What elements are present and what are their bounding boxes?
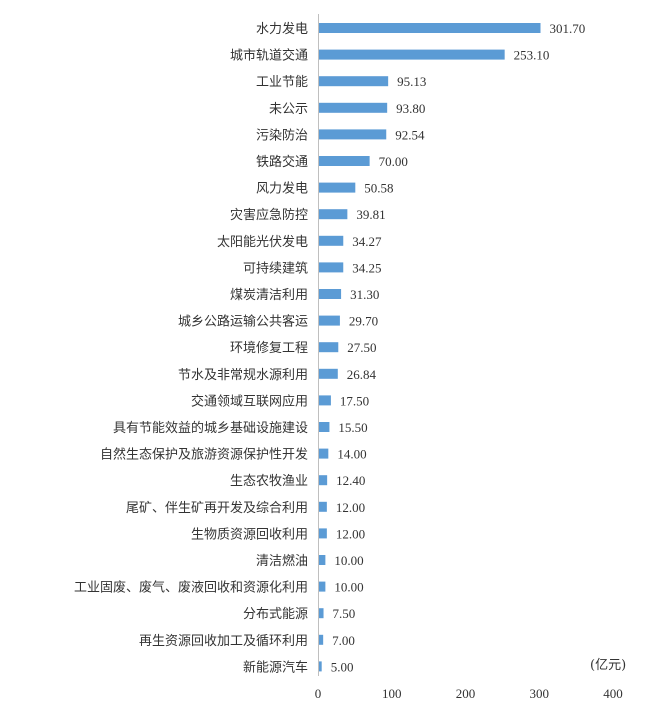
category-label: 交通领域互联网应用 (191, 393, 308, 409)
x-tick-label: 0 (315, 686, 322, 701)
bar (319, 289, 342, 299)
value-label: 7.50 (333, 606, 356, 621)
value-label: 10.00 (334, 580, 363, 595)
bar (319, 634, 324, 645)
bar (319, 49, 505, 60)
value-label: 12.00 (336, 500, 365, 515)
category-label: 清洁燃油 (256, 553, 308, 569)
bar (319, 422, 330, 432)
bar (319, 129, 387, 140)
bar (319, 182, 356, 193)
value-label: 15.50 (338, 420, 367, 435)
value-label: 12.00 (336, 526, 365, 541)
bar (319, 608, 324, 619)
bar (319, 555, 326, 565)
category-label: 尾矿、伴生矿再开发及综合利用 (126, 500, 308, 516)
bar (319, 368, 338, 379)
category-label: 环境修复工程 (230, 341, 308, 356)
bar (319, 209, 348, 220)
category-label: 生态农牧渔业 (230, 474, 308, 489)
category-label: 工业固废、废气、废液回收和资源化利用 (74, 580, 308, 596)
category-label: 煤炭清洁利用 (230, 288, 308, 303)
category-label: 工业节能 (256, 75, 308, 90)
value-label: 26.84 (347, 367, 377, 382)
category-label: 水力发电 (256, 21, 308, 37)
value-label: 10.00 (334, 553, 363, 568)
category-label: 自然生态保护及旅游资源保护性开发 (100, 447, 308, 463)
value-label: 70.00 (379, 154, 408, 169)
value-label: 253.10 (514, 48, 550, 63)
x-tick-label: 200 (456, 686, 476, 701)
unit-label: (亿元) (590, 658, 626, 673)
category-label: 再生资源回收加工及循环利用 (139, 634, 308, 649)
value-label: 34.25 (352, 260, 381, 275)
value-label: 12.40 (336, 473, 365, 488)
value-label: 27.50 (347, 340, 376, 355)
category-label: 可持续建筑 (243, 260, 308, 276)
category-label: 生物质资源回收利用 (191, 527, 308, 542)
bar (319, 448, 329, 459)
category-label: 分布式能源 (243, 607, 308, 622)
category-label: 城乡公路运输公共客运 (178, 314, 308, 330)
bar (319, 315, 340, 326)
value-label: 7.00 (332, 633, 355, 648)
category-label: 未公示 (269, 102, 308, 117)
bar (319, 102, 388, 113)
category-label: 灾害应急防控 (230, 207, 308, 223)
bar (319, 475, 328, 486)
category-label: 新能源汽车 (243, 659, 308, 675)
bar (319, 501, 327, 512)
value-label: 5.00 (331, 659, 354, 674)
category-label: 铁路交通 (256, 154, 308, 170)
bar (319, 235, 344, 246)
x-tick-label: 400 (603, 686, 623, 701)
bar (319, 661, 322, 672)
category-label: 太阳能光伏发电 (217, 234, 308, 250)
x-axis-ticks-group: 0 100 200 300 400 (315, 686, 623, 701)
value-label: 17.50 (340, 393, 369, 408)
bar (319, 395, 331, 406)
category-label: 具有节能效益的城乡基础设施建设 (113, 420, 308, 436)
bar (319, 262, 344, 273)
x-tick-label: 300 (530, 686, 550, 701)
bar (319, 76, 389, 87)
category-label: 风力发电 (256, 181, 308, 197)
category-label: 城市轨道交通 (230, 48, 308, 64)
bars-group (319, 23, 541, 672)
category-label: 污染防治 (256, 127, 308, 143)
value-label: 14.00 (337, 447, 366, 462)
value-label: 29.70 (349, 314, 378, 329)
bar (319, 528, 327, 539)
value-label: 39.81 (356, 207, 385, 222)
bar (319, 23, 541, 33)
value-label: 34.27 (352, 234, 382, 249)
bar (319, 342, 339, 353)
x-tick-label: 100 (382, 686, 402, 701)
bar (319, 156, 370, 166)
value-label: 92.54 (395, 127, 425, 142)
value-label: 301.70 (550, 21, 586, 36)
value-label: 31.30 (350, 287, 379, 302)
value-label: 95.13 (397, 74, 426, 89)
bar (319, 581, 326, 592)
value-label: 50.58 (364, 181, 393, 196)
value-label: 93.80 (396, 101, 425, 116)
category-labels-group: 水力发电城市轨道交通工业节能未公示污染防治铁路交通风力发电灾害应急防控太阳能光伏… (74, 21, 308, 675)
category-label: 节水及非常规水源利用 (178, 368, 308, 383)
